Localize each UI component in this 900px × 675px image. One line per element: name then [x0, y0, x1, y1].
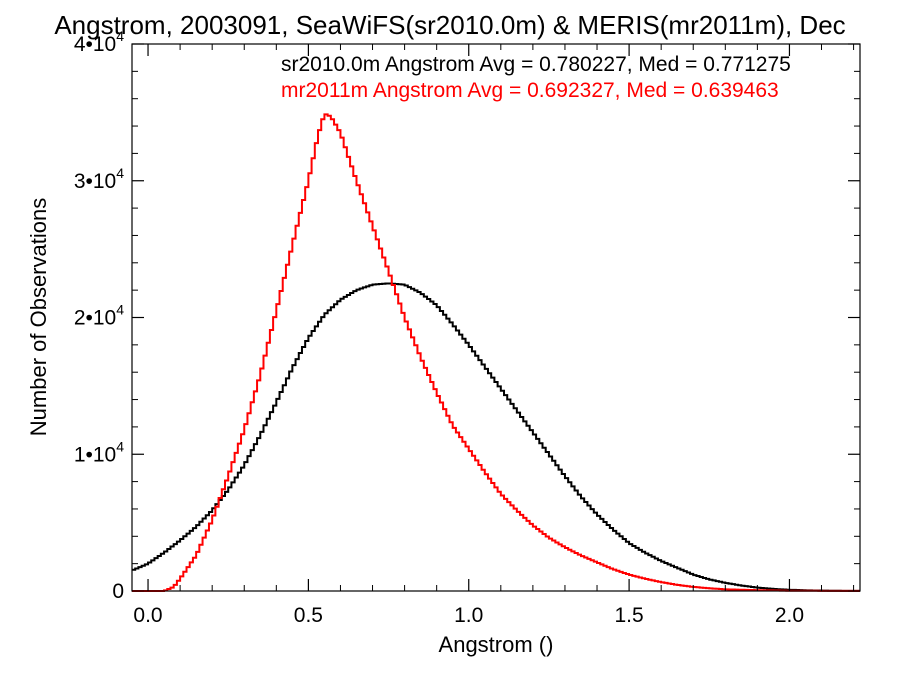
legend-entry-1: mr2011m Angstrom Avg = 0.692327, Med = 0…	[281, 79, 779, 102]
chart-title: Angstrom, 2003091, SeaWiFS(sr2010.0m) & …	[54, 10, 845, 40]
x-tick-label-2: 1.0	[454, 604, 483, 627]
y-axis-label: Number of Observations	[26, 198, 51, 436]
x-tick-label-4: 2.0	[775, 604, 804, 627]
y-tick-label-0: 0	[112, 580, 124, 603]
x-tick-label-0: 0.0	[133, 604, 162, 627]
y-tick-label-4: 4•104	[74, 28, 124, 56]
x-tick-label-3: 1.5	[614, 604, 643, 627]
plot-frame	[131, 43, 861, 592]
y-tick-label-1: 1•104	[74, 438, 124, 466]
y-tick-label-3: 3•104	[74, 165, 124, 193]
x-axis-label: Angstrom ()	[439, 632, 554, 657]
x-tick-label-1: 0.5	[294, 604, 323, 627]
series-line-0	[132, 282, 860, 592]
series-line-1	[132, 113, 860, 592]
y-tick-label-2: 2•104	[74, 302, 124, 330]
legend-entry-0: sr2010.0m Angstrom Avg = 0.780227, Med =…	[281, 53, 791, 76]
